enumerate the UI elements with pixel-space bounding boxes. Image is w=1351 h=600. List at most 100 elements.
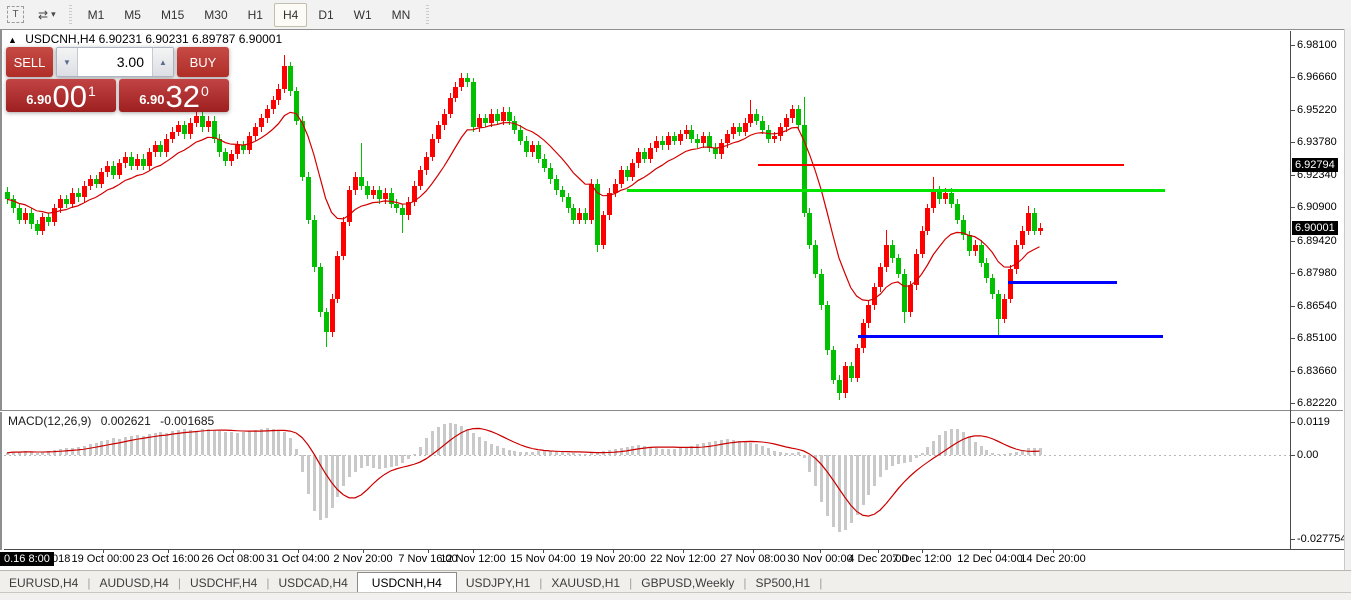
one-click-trade-panel: SELL ▼ 3.00 ▲ BUY 6.90 00 1 6.90 32 0 xyxy=(6,47,229,112)
price-axis-label: 6.95220 xyxy=(1297,104,1337,116)
buy-price-main: 32 xyxy=(165,79,200,114)
time-axis[interactable]: 0.16 8:00 018 19 Oct 00:00 23 Oct 16:00 26… xyxy=(0,549,1344,570)
timeframe-button-m15[interactable]: M15 xyxy=(160,7,185,22)
time-axis-label: 19 Nov 20:00 xyxy=(580,553,646,565)
time-axis-tick xyxy=(878,549,879,553)
text-tool-icon: T xyxy=(7,6,24,23)
price-badge: 6.92794 xyxy=(1292,157,1338,172)
timeframe-button-h1[interactable]: H1 xyxy=(247,7,263,22)
macd-chart-canvas[interactable] xyxy=(4,412,1291,549)
time-axis-label: 15 Nov 04:00 xyxy=(510,553,576,565)
timeframe-button-w1[interactable]: W1 xyxy=(353,7,372,22)
time-axis-tick xyxy=(613,549,614,553)
price-axis-label-tick xyxy=(1290,175,1295,176)
tab-separator: | xyxy=(177,576,181,590)
price-axis-label-tick xyxy=(1290,306,1295,307)
price-axis-label: 6.82220 xyxy=(1297,397,1337,409)
chart-tab-usdcnh[interactable]: USDCNH,H4 xyxy=(356,572,457,593)
sell-price-main: 00 xyxy=(52,79,87,114)
tab-separator: | xyxy=(539,576,543,590)
time-axis-label: 4 Dec 20:00 xyxy=(848,553,908,565)
time-axis-tick xyxy=(428,549,429,553)
top-toolbar: T ⇄ ▾ M1 M5 M15 M30 H1 H4 D1 W1 MN xyxy=(0,0,1351,30)
sell-price-prefix: 6.90 xyxy=(26,92,52,107)
price-axis-border xyxy=(1290,31,1291,549)
toolbar-grip[interactable] xyxy=(66,4,74,25)
time-axis-label: 2 Nov 20:00 xyxy=(333,553,393,565)
time-axis-label: 12 Nov 12:00 xyxy=(440,553,506,565)
chart-tab-sp500[interactable]: SP500,H1 xyxy=(755,576,811,590)
chart-tab-usdcad[interactable]: USDCAD,H4 xyxy=(278,576,348,590)
tab-separator: | xyxy=(819,576,823,590)
time-axis-tick xyxy=(298,549,299,553)
chart-tab-xauusd[interactable]: XAUUSD,H1 xyxy=(551,576,621,590)
price-axis-label-tick xyxy=(1290,338,1295,339)
arrows-icon: ⇄ xyxy=(38,7,49,22)
price-axis-label-tick xyxy=(1290,273,1295,274)
macd-axis-label-tick xyxy=(1290,422,1295,423)
time-axis-label: 14 Dec 20:00 xyxy=(1020,553,1086,565)
chart-tab-gbpusd[interactable]: GBPUSD,Weekly xyxy=(641,576,735,590)
toolbar-grip[interactable] xyxy=(424,4,432,25)
time-axis-tick xyxy=(473,549,474,553)
time-axis-label: 22 Nov 12:00 xyxy=(650,553,716,565)
timeframe-button-mn[interactable]: MN xyxy=(391,7,411,22)
price-axis-label-tick xyxy=(1290,207,1295,208)
timeframe-button-m30[interactable]: M30 xyxy=(204,7,228,22)
tab-separator: | xyxy=(266,576,270,590)
window-right-edge xyxy=(1344,29,1351,600)
chart-ohlc-values: 6.90231 6.90231 6.89787 6.90001 xyxy=(98,32,283,46)
macd-axis-label: -0.027754 xyxy=(1297,533,1347,545)
chart-tab-usdchf[interactable]: USDCHF,H4 xyxy=(189,576,258,590)
price-axis-label-tick xyxy=(1290,241,1295,242)
time-axis-tick xyxy=(753,549,754,553)
time-axis-tick xyxy=(103,549,104,553)
timeframe-button-h4[interactable]: H4 xyxy=(273,2,308,27)
volume-increase-button[interactable]: ▲ xyxy=(152,48,173,76)
volume-input[interactable]: 3.00 xyxy=(78,48,152,76)
volume-decrease-button[interactable]: ▼ xyxy=(57,48,78,76)
chart-tab-bar: EURUSD,H4 | AUDUSD,H4 | USDCHF,H4 | USDCAD,H4 U… xyxy=(0,570,1351,593)
sell-button[interactable]: SELL xyxy=(6,47,53,77)
macd-axis-label-tick xyxy=(1290,455,1295,456)
timeframe-button-m1[interactable]: M1 xyxy=(87,7,105,22)
price-axis-label: 6.93780 xyxy=(1297,136,1337,148)
status-bar xyxy=(0,592,1351,600)
time-axis-tick xyxy=(922,549,923,553)
price-axis-label-tick xyxy=(1290,371,1295,372)
sell-price-sup: 1 xyxy=(88,83,96,99)
time-axis-border xyxy=(4,549,1344,550)
sell-price-box[interactable]: 6.90 00 1 xyxy=(6,79,116,112)
buy-price-sup: 0 xyxy=(201,83,209,99)
time-axis-tick xyxy=(990,549,991,553)
text-tool-button[interactable]: T xyxy=(1,3,30,27)
macd-axis-label: 0.0119 xyxy=(1297,416,1330,428)
time-axis-tick xyxy=(363,549,364,553)
buy-price-box[interactable]: 6.90 32 0 xyxy=(119,79,229,112)
collapse-one-click-icon[interactable]: ▲ xyxy=(8,35,17,45)
indicator-arrows-button[interactable]: ⇄ ▾ xyxy=(32,3,62,27)
macd-indicator-label: MACD(12,26,9) 0.002621 -0.001685 xyxy=(8,414,220,428)
timeframe-button-m5[interactable]: M5 xyxy=(124,7,141,22)
time-axis-label: 12 Dec 04:00 xyxy=(957,553,1023,565)
price-axis-label-tick xyxy=(1290,77,1295,78)
macd-value-main: 0.002621 xyxy=(100,414,151,428)
macd-axis-label: 0.00 xyxy=(1297,449,1319,461)
price-axis-label: 6.85100 xyxy=(1297,332,1337,344)
price-badge: 6.90001 xyxy=(1292,220,1338,235)
timeframe-button-d1[interactable]: D1 xyxy=(318,7,334,22)
price-axis-label: 6.96660 xyxy=(1297,71,1337,83)
pane-divider[interactable] xyxy=(0,410,1343,412)
tab-separator: | xyxy=(629,576,633,590)
chart-tab-audusd[interactable]: AUDUSD,H4 xyxy=(99,576,169,590)
time-axis-label: 27 Nov 08:00 xyxy=(720,553,786,565)
chart-tab-usdjpy[interactable]: USDJPY,H1 xyxy=(465,576,531,590)
price-axis-label: 6.92340 xyxy=(1297,169,1337,181)
timeframe-toolbar: M1 M5 M15 M30 H1 H4 D1 W1 MN xyxy=(78,2,421,27)
chevron-down-icon: ▾ xyxy=(51,9,56,19)
chart-tab-eurusd[interactable]: EURUSD,H4 xyxy=(9,576,79,590)
chart-title: ▲ USDCNH,H4 6.90231 6.90231 6.89787 6.90… xyxy=(8,32,282,46)
buy-button[interactable]: BUY xyxy=(177,47,229,77)
macd-name: MACD(12,26,9) xyxy=(8,414,92,428)
price-axis-label-tick xyxy=(1290,45,1295,46)
